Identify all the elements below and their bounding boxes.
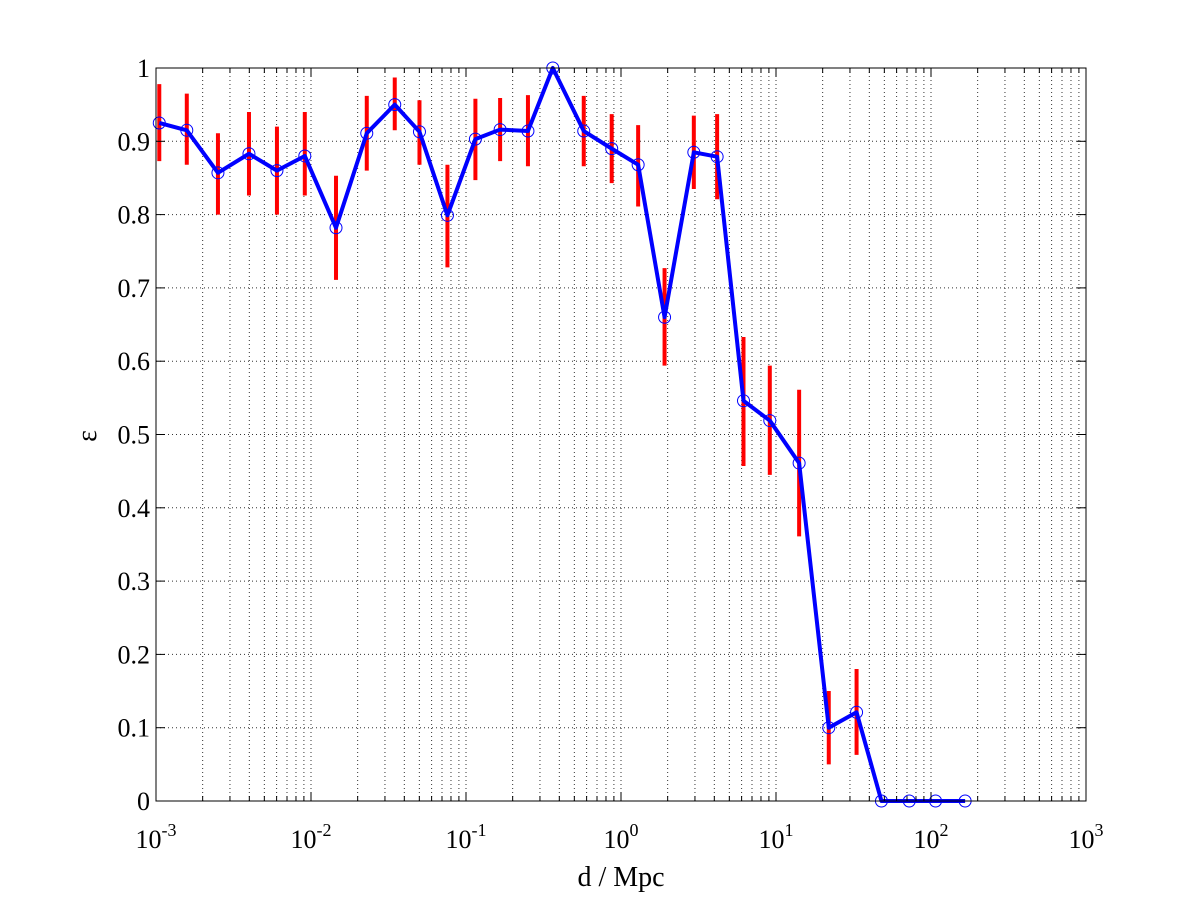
- y-tick-label: 1: [137, 54, 150, 83]
- y-tick-label: 0.7: [118, 274, 151, 303]
- y-tick-label: 0.9: [118, 127, 151, 156]
- y-tick-label: 0.8: [118, 201, 151, 230]
- x-tick-label: 10-3: [136, 820, 177, 854]
- x-tick-label: 101: [759, 820, 794, 854]
- data-point: [631, 158, 645, 172]
- data-point: [468, 132, 482, 146]
- data-point: [658, 310, 672, 324]
- data-point: [792, 456, 806, 470]
- data-point: [388, 98, 402, 112]
- series: [152, 61, 972, 808]
- x-tick-label: 10-1: [446, 820, 487, 854]
- data-point: [329, 221, 343, 235]
- data-point: [242, 147, 256, 161]
- axes: [155, 67, 1087, 802]
- y-tick-label: 0.3: [118, 567, 151, 596]
- data-point: [412, 125, 426, 139]
- data-point: [180, 123, 194, 137]
- y-tick-label: 0.2: [118, 640, 151, 669]
- y-tick-label: 0.4: [118, 494, 151, 523]
- y-tick-label: 0.6: [118, 347, 151, 376]
- grid: [156, 68, 1086, 801]
- data-point: [850, 705, 864, 719]
- y-tick-label: 0.5: [118, 421, 151, 450]
- tick-labels: 0 0.1 0.2 0.3 0.4 0.5 0.6 0.7 0.8 0.9 1 10-3 10-2 10-…: [118, 54, 1104, 854]
- data-point: [763, 414, 777, 428]
- data-point: [152, 116, 166, 130]
- x-tick-label: 103: [1069, 820, 1104, 854]
- series-line: [158, 66, 966, 803]
- y-axis-label: ε: [72, 430, 103, 442]
- x-axis-label: d / Mpc: [577, 862, 664, 893]
- y-tick-label: 0: [137, 787, 150, 816]
- data-point: [440, 208, 454, 222]
- data-point: [710, 150, 724, 164]
- data-point: [270, 164, 284, 178]
- x-tick-label: 10-2: [291, 820, 332, 854]
- data-point: [687, 145, 701, 159]
- x-tick-label: 100: [604, 820, 639, 854]
- data-point: [736, 394, 750, 408]
- y-tick-label: 0.1: [118, 714, 151, 743]
- data-point: [577, 124, 591, 138]
- data-point: [360, 126, 374, 140]
- data-point: [493, 123, 507, 137]
- data-point: [298, 149, 312, 163]
- data-point: [822, 721, 836, 735]
- x-tick-label: 102: [914, 820, 949, 854]
- data-point: [521, 124, 535, 138]
- data-point: [605, 142, 619, 156]
- data-point: [211, 166, 225, 180]
